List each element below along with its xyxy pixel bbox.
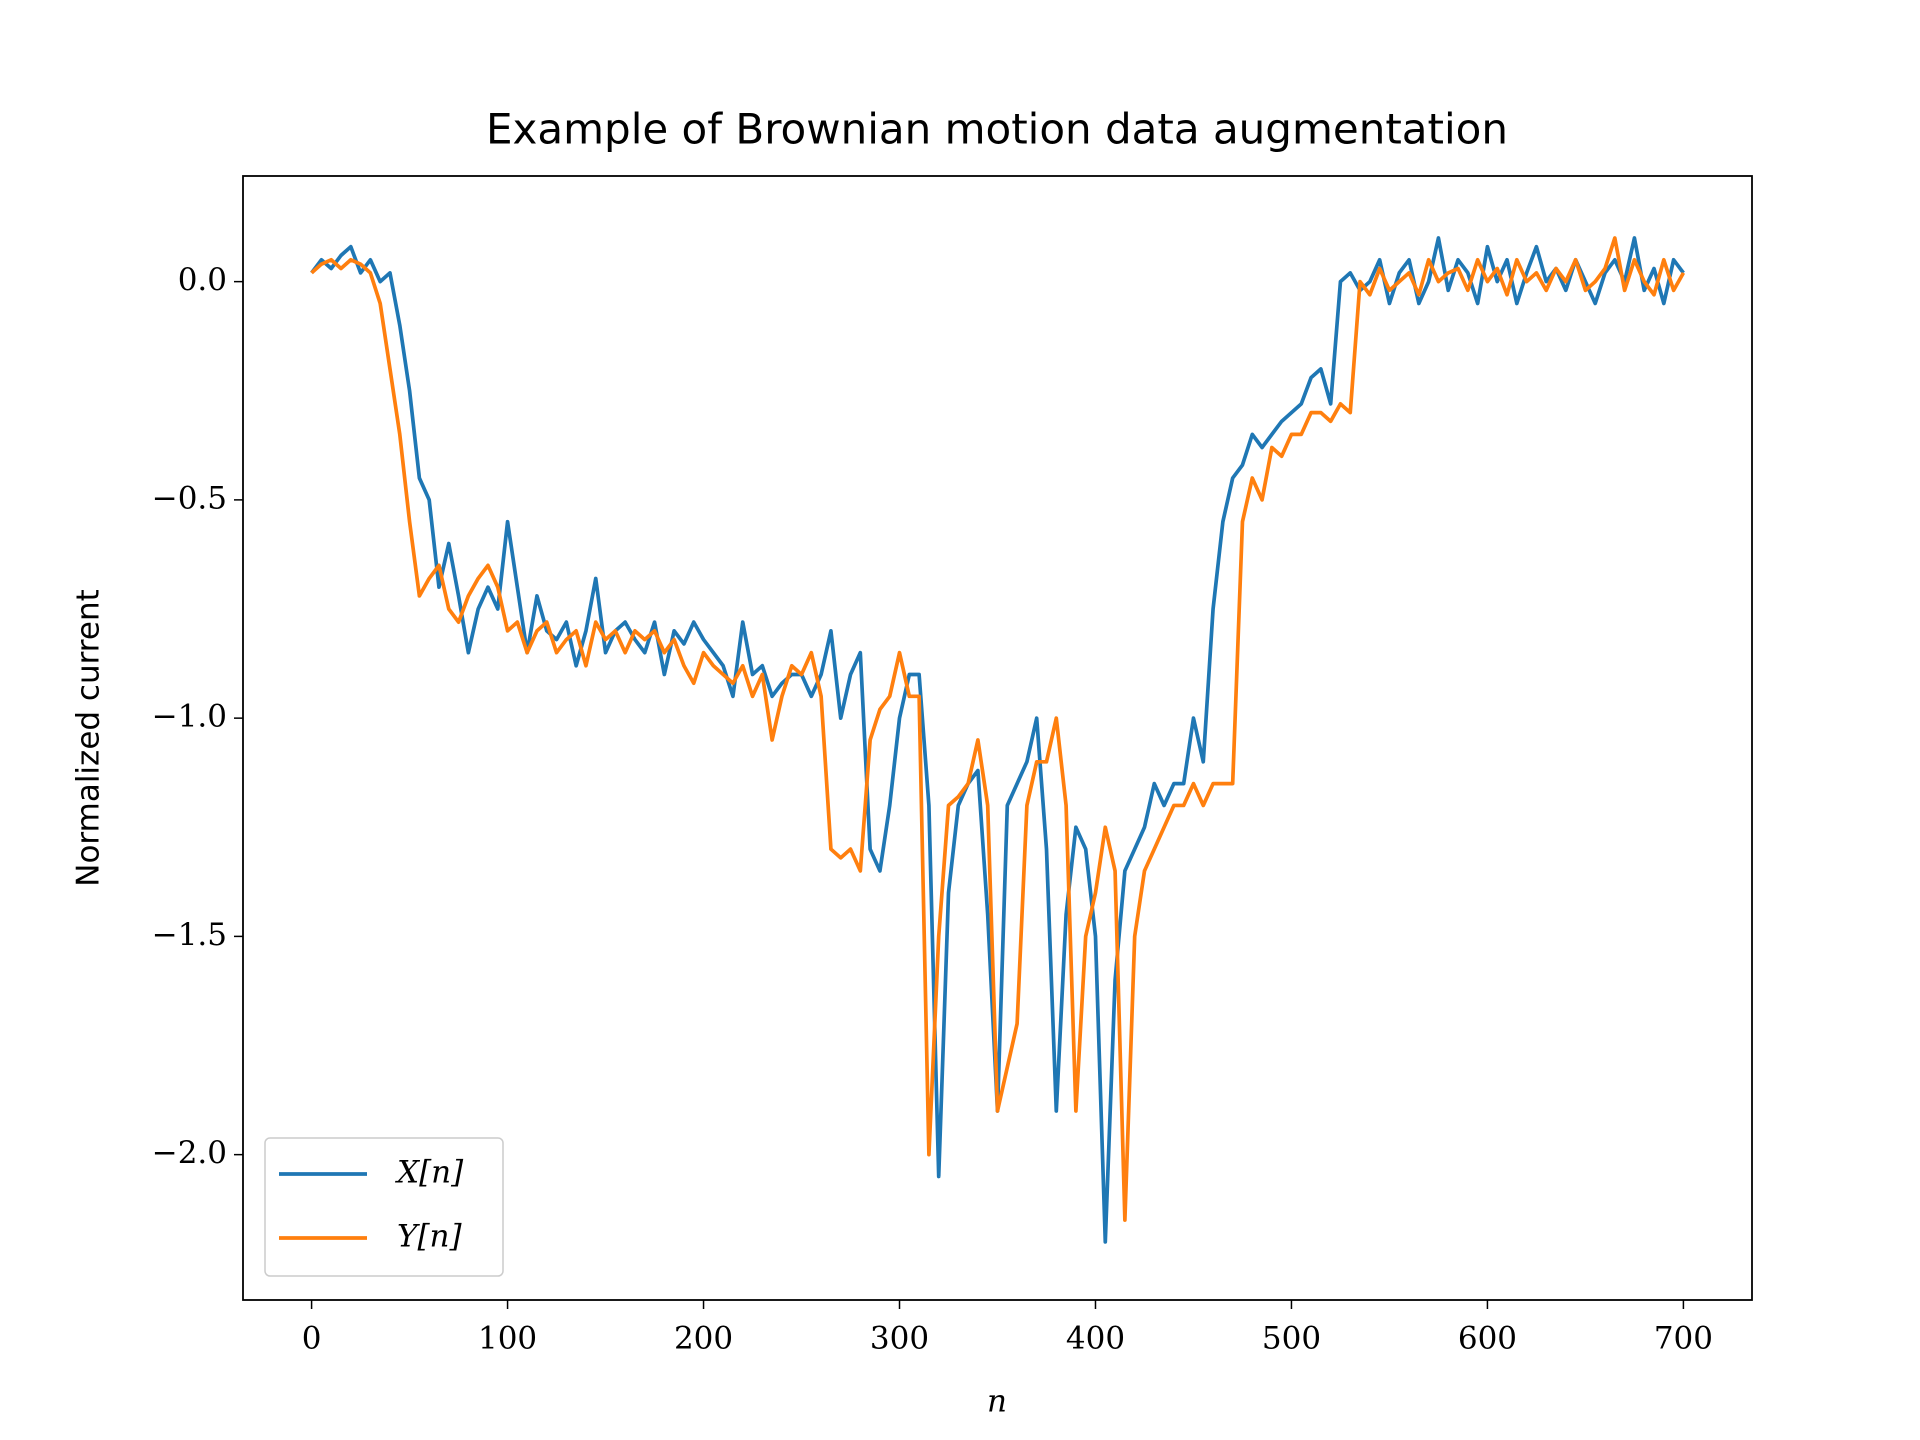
x-tick-label: 100 xyxy=(478,1321,537,1357)
x-tick-label: 700 xyxy=(1654,1321,1713,1357)
x-axis-label: n xyxy=(987,1384,1007,1420)
x-tick-label: 600 xyxy=(1458,1321,1517,1357)
plot-frame xyxy=(242,175,1753,1301)
legend-label: Y[n] xyxy=(397,1219,463,1255)
x-tick-label: 300 xyxy=(870,1321,929,1357)
chart-title: Example of Brownian motion data augmenta… xyxy=(486,105,1508,154)
x-tick-label: 0 xyxy=(302,1321,322,1357)
legend-label: X[n] xyxy=(395,1155,464,1191)
x-tick-label: 500 xyxy=(1262,1321,1321,1357)
y-tick-label: 0.0 xyxy=(178,262,227,298)
y-axis-label: Normalized current xyxy=(71,589,107,886)
data-line xyxy=(310,236,1686,1222)
y-tick-label: −2.0 xyxy=(152,1135,227,1171)
y-tick-label: −0.5 xyxy=(152,480,227,516)
y-tick-label: −1.0 xyxy=(152,699,227,735)
x-tick-label: 400 xyxy=(1066,1321,1125,1357)
y-tick-label: −1.5 xyxy=(152,917,227,953)
legend-box xyxy=(264,1137,504,1277)
x-tick-label: 200 xyxy=(674,1321,733,1357)
